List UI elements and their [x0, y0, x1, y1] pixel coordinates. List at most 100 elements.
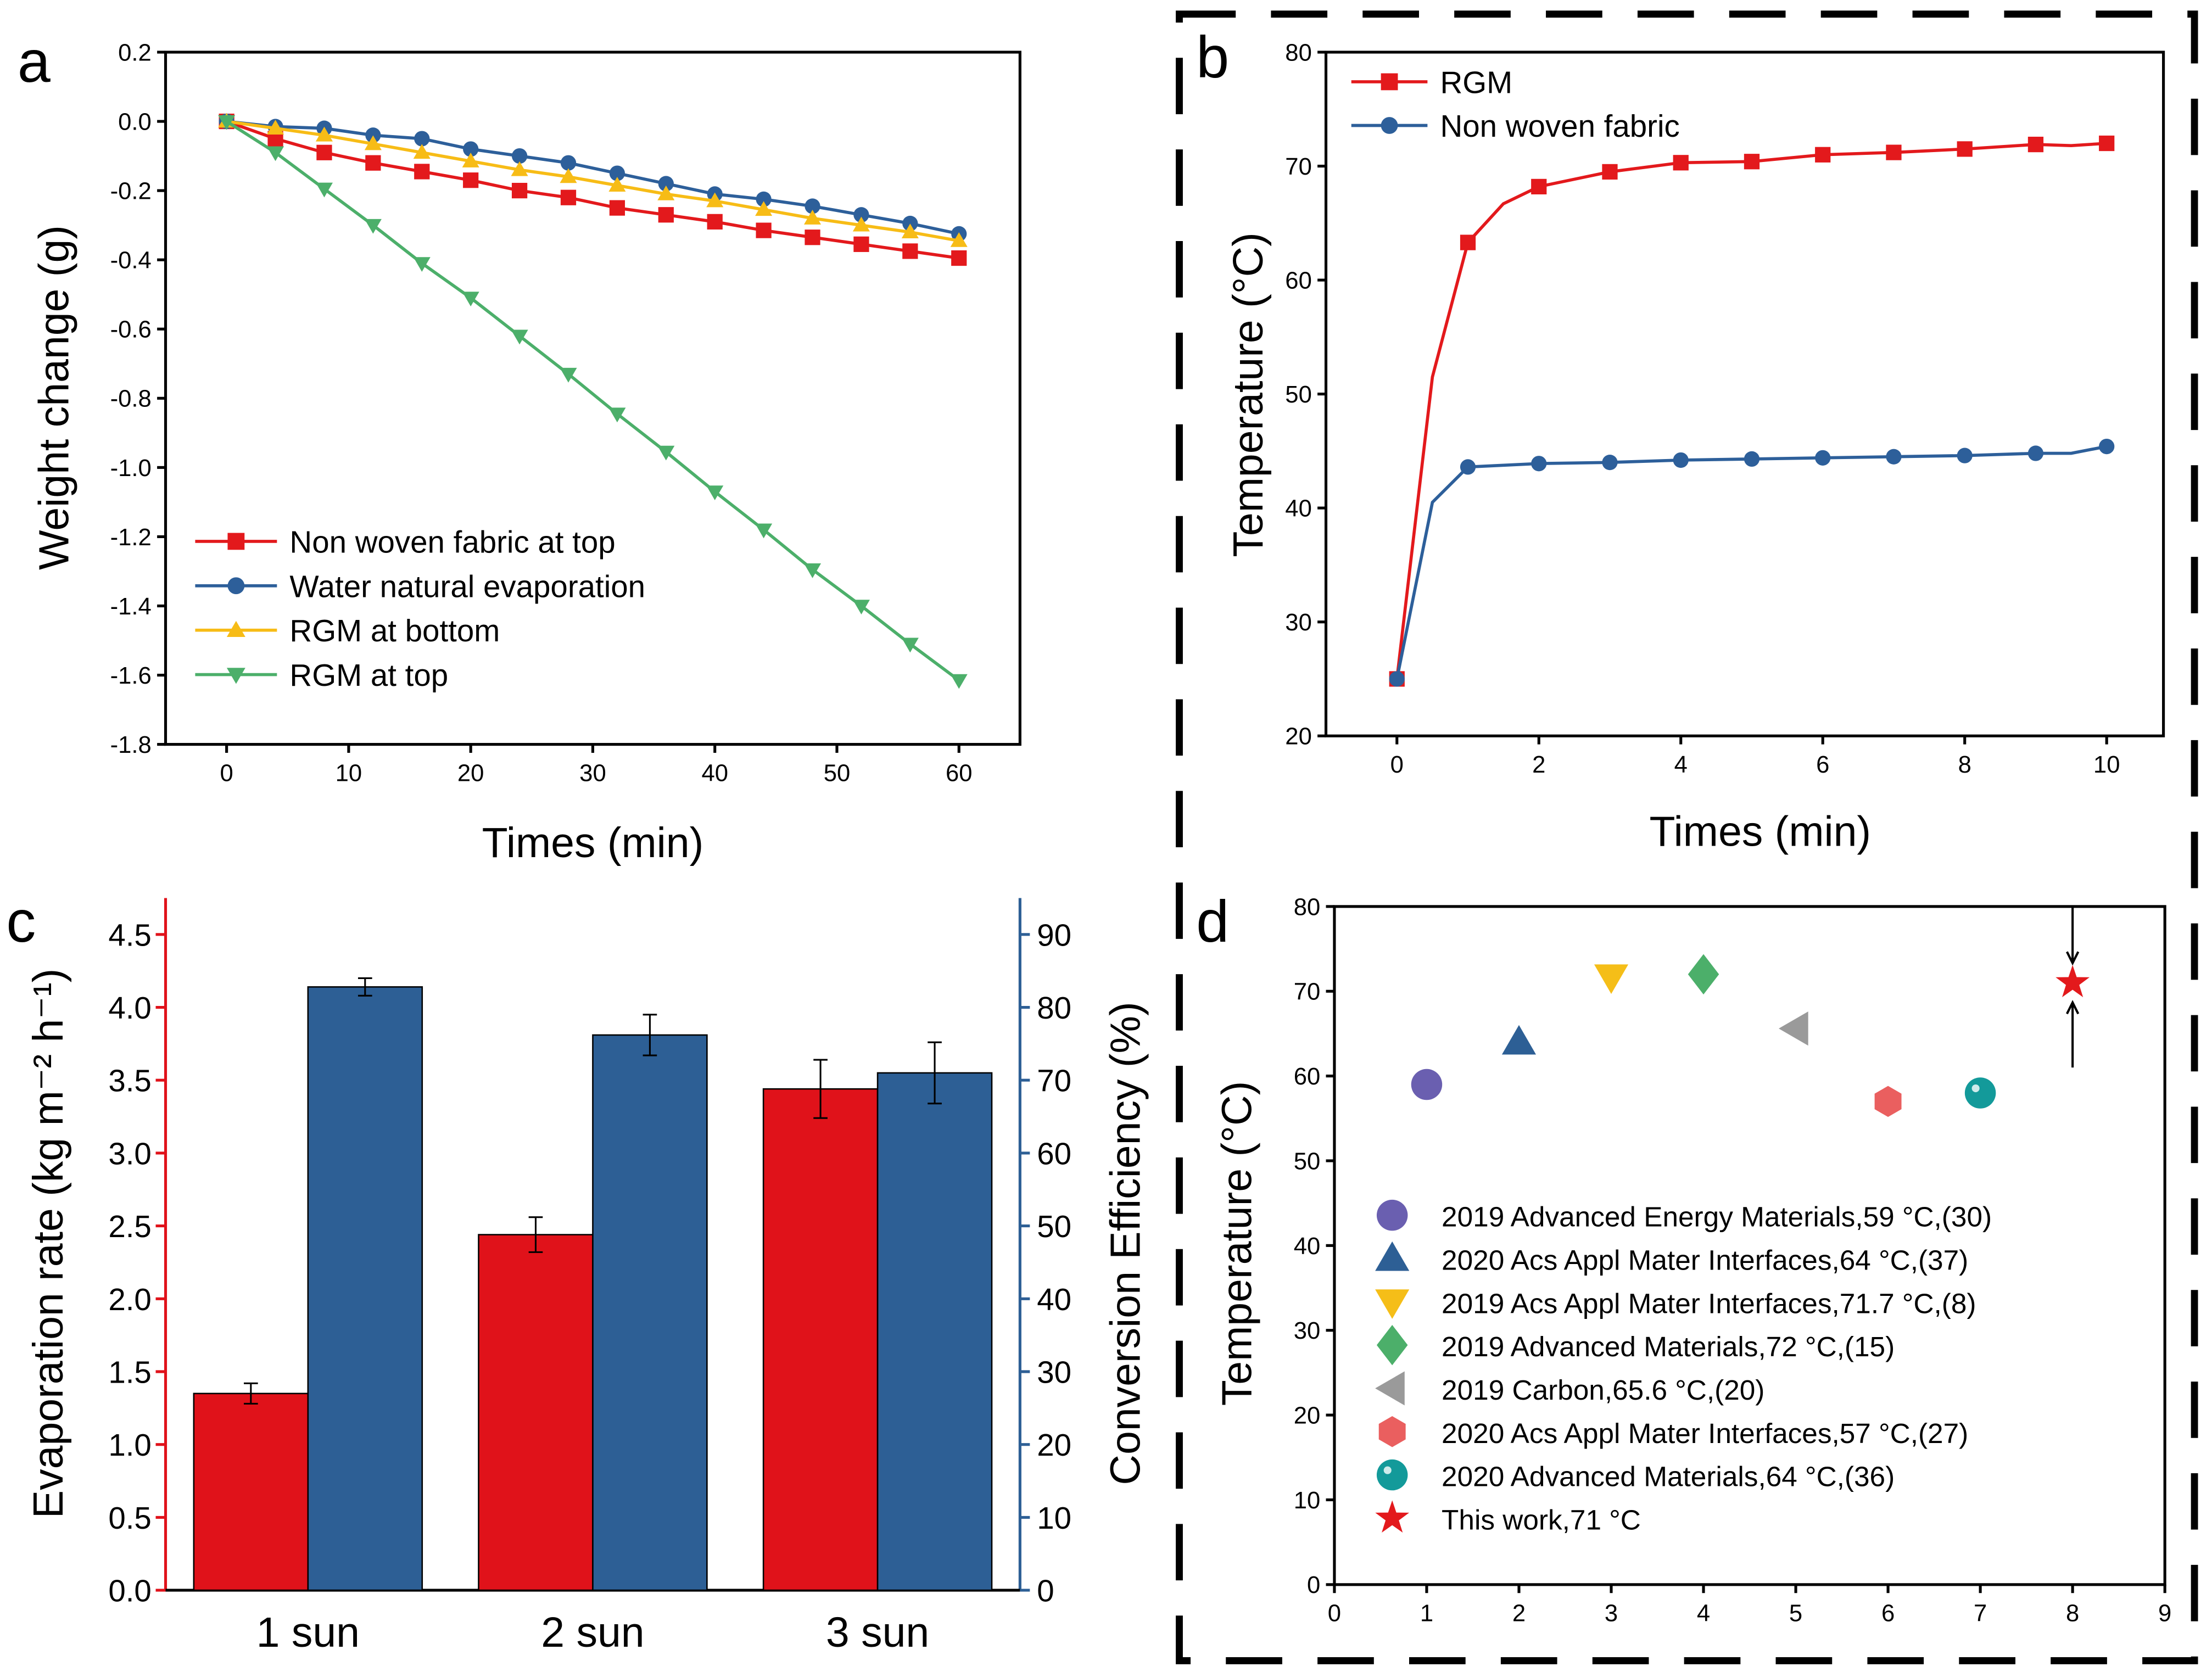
data-point: [1778, 1011, 1808, 1046]
legend-marker: [1375, 1241, 1410, 1271]
x-tick-label: 50: [824, 759, 851, 786]
data-point: [511, 161, 528, 176]
x-tick-label: 3: [1605, 1600, 1618, 1627]
arrow-up: [2066, 1000, 2080, 1068]
panel-letter-a: a: [18, 28, 51, 94]
y-tick-label: 3.0: [108, 1136, 152, 1171]
error-bar: [528, 1216, 543, 1253]
data-point: [1602, 455, 1618, 471]
legend-marker: [1375, 1500, 1410, 1533]
legend-marker-highlight: [1383, 1466, 1392, 1474]
y-tick-label: 10: [1294, 1487, 1321, 1514]
y2-tick-label: 30: [1037, 1355, 1071, 1390]
y-tick-label: 0.2: [118, 39, 152, 66]
legend-label: 2019 Acs Appl Mater Interfaces,71.7 °C,(…: [1442, 1288, 1976, 1319]
series-2: [218, 113, 968, 247]
data-point: [413, 144, 431, 159]
y2-tick-label: 90: [1037, 918, 1071, 952]
series-line: [226, 120, 960, 682]
y-tick-label: -0.6: [110, 316, 152, 343]
y-tick-label: 0.0: [118, 108, 152, 135]
x-tick-label: 0: [220, 759, 233, 786]
bar: [478, 1234, 594, 1591]
legend-label: This work,71 °C: [1442, 1504, 1641, 1535]
y-tick-label: -1.4: [110, 593, 152, 620]
y-tick-label: -1.2: [110, 524, 152, 551]
data-point: [2055, 965, 2090, 998]
x-tick-label: 0: [1390, 751, 1404, 778]
panel-b: 0 2 4 6 8 10 20 30 40 50 60 70 80 RGM Non woven fabric: [1285, 39, 2165, 778]
legend-marker: [1376, 1459, 1408, 1491]
data-point: [1744, 451, 1760, 467]
bar: [876, 1072, 993, 1591]
data-point: [902, 215, 918, 232]
x-tick-label: 10: [336, 759, 362, 786]
data-point: [1957, 448, 1973, 463]
data-point: [658, 207, 674, 223]
y-tick-label: 70: [1285, 153, 1312, 180]
x-tick-label: 40: [701, 759, 728, 786]
legend-marker: [1381, 117, 1398, 134]
x-tick-label: 2: [1512, 1600, 1526, 1627]
y-tick-label: 0.0: [108, 1574, 152, 1608]
data-point: [560, 168, 577, 183]
data-point: [1673, 452, 1689, 468]
y-tick-label: 80: [1285, 39, 1312, 66]
data-point: [2027, 445, 2044, 461]
series-line: [226, 120, 959, 236]
y-tick-label: 1.0: [108, 1428, 152, 1462]
data-point: [315, 182, 333, 198]
data-point: [706, 485, 724, 501]
data-point: [950, 674, 968, 689]
data-point: [1964, 1077, 1996, 1109]
panel-a-xlabel: Times (min): [482, 819, 704, 866]
y-tick-label: -0.8: [110, 385, 152, 412]
legend-label: RGM: [1440, 65, 1512, 99]
data-point: [463, 172, 479, 188]
x-category-label: 3 sun: [826, 1609, 929, 1656]
x-tick-label: 7: [1974, 1600, 1987, 1627]
y2-tick-label: 0: [1037, 1574, 1054, 1608]
y-tick-label: 30: [1285, 609, 1312, 636]
error-bar: [928, 1041, 942, 1105]
y-tick-label: -0.4: [110, 247, 152, 274]
panel-c: 0.0 0.5 1.0 1.5 2.0 2.5 3.0 3.5 4.0 4.5 0 10 20 30 40 5…: [108, 898, 1071, 1656]
data-point: [852, 600, 870, 615]
panel-b-xlabel: Times (min): [1650, 808, 1872, 855]
data-point: [852, 216, 870, 232]
y-tick-label: 0.5: [108, 1501, 152, 1535]
legend-marker: [226, 620, 245, 637]
y-tick-label: 20: [1285, 723, 1312, 750]
data-point: [901, 223, 919, 239]
data-point-highlight: [1971, 1084, 1980, 1093]
y-tick-label: -1.0: [110, 455, 152, 482]
x-tick-label: 6: [1881, 1600, 1895, 1627]
bar: [193, 1393, 309, 1591]
panel-d: 0 1 2 3 4 5 6 7 8 9 0 10 20 30 40 50 60 70 80 2019 Advanced…: [1294, 893, 2172, 1626]
x-tick-label: 4: [1674, 751, 1688, 778]
legend-label: RGM at top: [289, 658, 448, 692]
x-tick-label: 0: [1328, 1600, 1341, 1627]
series-0: [1389, 135, 2115, 687]
data-point: [1815, 147, 1831, 163]
x-tick-label: 60: [946, 759, 973, 786]
data-point: [755, 201, 773, 216]
data-point: [1460, 459, 1476, 475]
data-point: [1531, 178, 1547, 195]
y2-tick-label: 40: [1037, 1282, 1071, 1317]
data-point: [462, 292, 479, 307]
bar: [307, 986, 423, 1591]
y-tick-label: 60: [1285, 267, 1312, 294]
arrow-down: [2066, 906, 2080, 966]
x-tick-label: 9: [2158, 1600, 2171, 1627]
y-tick-label: 4.0: [108, 991, 152, 1025]
data-point: [511, 182, 528, 199]
data-point: [1815, 450, 1831, 466]
x-tick-label: 4: [1697, 1600, 1710, 1627]
data-point: [2099, 135, 2115, 152]
y2-tick-label: 70: [1037, 1064, 1071, 1098]
legend-marker: [1375, 1371, 1405, 1406]
panel-c-y2label: Conversion Efficiency (%): [1102, 1002, 1149, 1485]
bar: [762, 1088, 879, 1591]
